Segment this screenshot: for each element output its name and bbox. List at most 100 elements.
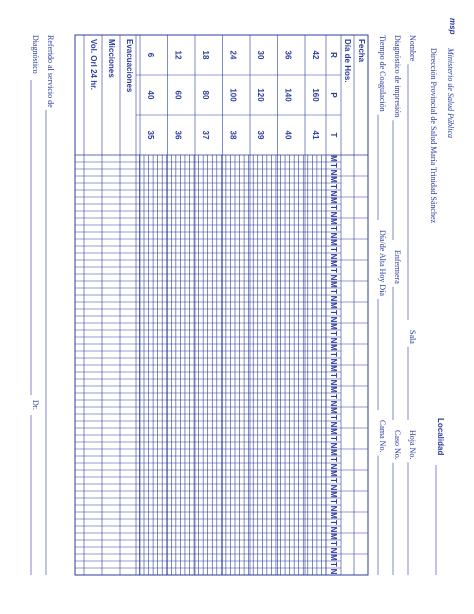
field-label: Enfermera — [393, 250, 402, 284]
field-label: Cama No. — [378, 420, 387, 452]
shift-label: M — [329, 260, 338, 267]
shift-label: M — [329, 281, 338, 288]
shift-label: M — [329, 386, 338, 393]
shift-label: T — [329, 289, 338, 294]
shift-label: N — [329, 170, 338, 176]
shift-label: N — [329, 485, 338, 491]
shift-label: M — [329, 218, 338, 225]
field-label: Caso No. — [393, 430, 402, 460]
shift-label: N — [329, 548, 338, 554]
title: Ministerio de Salud Pública — [446, 47, 455, 138]
shift-label: T — [329, 226, 338, 231]
vital-value: 36 — [283, 51, 292, 60]
locality: Localidad — [436, 418, 445, 455]
shift-label: N — [329, 506, 338, 512]
shift-label: N — [329, 275, 338, 281]
shift-label: M — [329, 512, 338, 519]
field-label: Sala — [408, 330, 417, 344]
field-label: Tiempo de Coagulación — [378, 35, 387, 112]
shift-label: N — [329, 569, 338, 575]
shift-label: T — [329, 457, 338, 462]
shift-label: T — [329, 247, 338, 252]
shift-label: M — [329, 470, 338, 477]
subtitle: Dirección Provincial de Salud María Trin… — [429, 48, 438, 224]
shift-label: M — [329, 407, 338, 414]
vital-header: R — [329, 52, 338, 58]
vital-value: 120 — [256, 88, 265, 102]
vital-value: 39 — [256, 131, 265, 140]
vital-value: 40 — [283, 131, 292, 140]
shift-label: N — [329, 254, 338, 260]
shift-label: T — [329, 373, 338, 378]
vital-header: P — [329, 92, 338, 98]
footer-label: Referido al servicio de — [46, 35, 55, 108]
shift-label: M — [329, 344, 338, 351]
shift-label: N — [329, 422, 338, 428]
vital-value: 18 — [201, 51, 210, 60]
field-label: Día/de Alta Hoy Día — [378, 230, 387, 296]
shift-label: M — [329, 323, 338, 330]
vital-value: 36 — [173, 131, 182, 140]
vital-value: 160 — [311, 88, 320, 102]
field-label: Diagnóstico de impresión — [393, 35, 402, 117]
shift-label: M — [329, 554, 338, 561]
vital-value: 6 — [146, 53, 155, 58]
day-label: Día de Hos. — [343, 39, 352, 83]
vital-value: 41 — [311, 131, 320, 140]
vital-value: 40 — [146, 91, 155, 100]
shift-label: T — [329, 520, 338, 525]
vital-value: 140 — [283, 88, 292, 102]
vital-header: T — [329, 133, 338, 138]
output-label: Vol. Orl 24 hr. — [89, 39, 98, 90]
shift-label: M — [329, 197, 338, 204]
shift-label: T — [329, 352, 338, 357]
shift-label: T — [329, 415, 338, 420]
output-label: Evacuaciones — [125, 39, 134, 93]
shift-label: N — [329, 527, 338, 533]
date-label: Fecha — [357, 39, 366, 63]
shift-label: N — [329, 380, 338, 386]
shift-label: T — [329, 268, 338, 273]
shift-label: N — [329, 191, 338, 197]
shift-label: M — [329, 533, 338, 540]
shift-label: T — [329, 436, 338, 441]
vital-value: 35 — [146, 131, 155, 140]
shift-label: N — [329, 464, 338, 470]
shift-label: M — [329, 302, 338, 309]
vital-value: 100 — [228, 88, 237, 102]
shift-label: M — [329, 239, 338, 246]
shift-label: T — [329, 499, 338, 504]
vital-value: 80 — [201, 91, 210, 100]
shift-label: N — [329, 443, 338, 449]
shift-label: N — [329, 212, 338, 218]
shift-label: N — [329, 296, 338, 302]
shift-label: N — [329, 359, 338, 365]
vital-value: 38 — [228, 131, 237, 140]
footer-label: Dr. — [31, 400, 40, 410]
field-label: Nombre — [408, 35, 417, 62]
shift-label: N — [329, 401, 338, 407]
vital-value: 42 — [311, 51, 320, 60]
logo: msp — [448, 18, 457, 35]
shift-label: T — [329, 562, 338, 567]
shift-label: M — [329, 155, 338, 162]
shift-label: T — [329, 394, 338, 399]
shift-label: T — [329, 163, 338, 168]
vital-value: 24 — [228, 51, 237, 60]
shift-label: M — [329, 176, 338, 183]
shift-label: M — [329, 428, 338, 435]
shift-label: M — [329, 449, 338, 456]
shift-label: N — [329, 338, 338, 344]
shift-label: T — [329, 310, 338, 315]
shift-label: T — [329, 478, 338, 483]
footer-label: Diagnóstico — [31, 35, 40, 74]
shift-label: M — [329, 365, 338, 372]
field-label: Hoja No. — [408, 430, 417, 459]
output-label: Micciones — [107, 39, 116, 78]
shift-label: T — [329, 205, 338, 210]
shift-label: N — [329, 317, 338, 323]
vital-value: 30 — [256, 51, 265, 60]
shift-label: T — [329, 184, 338, 189]
